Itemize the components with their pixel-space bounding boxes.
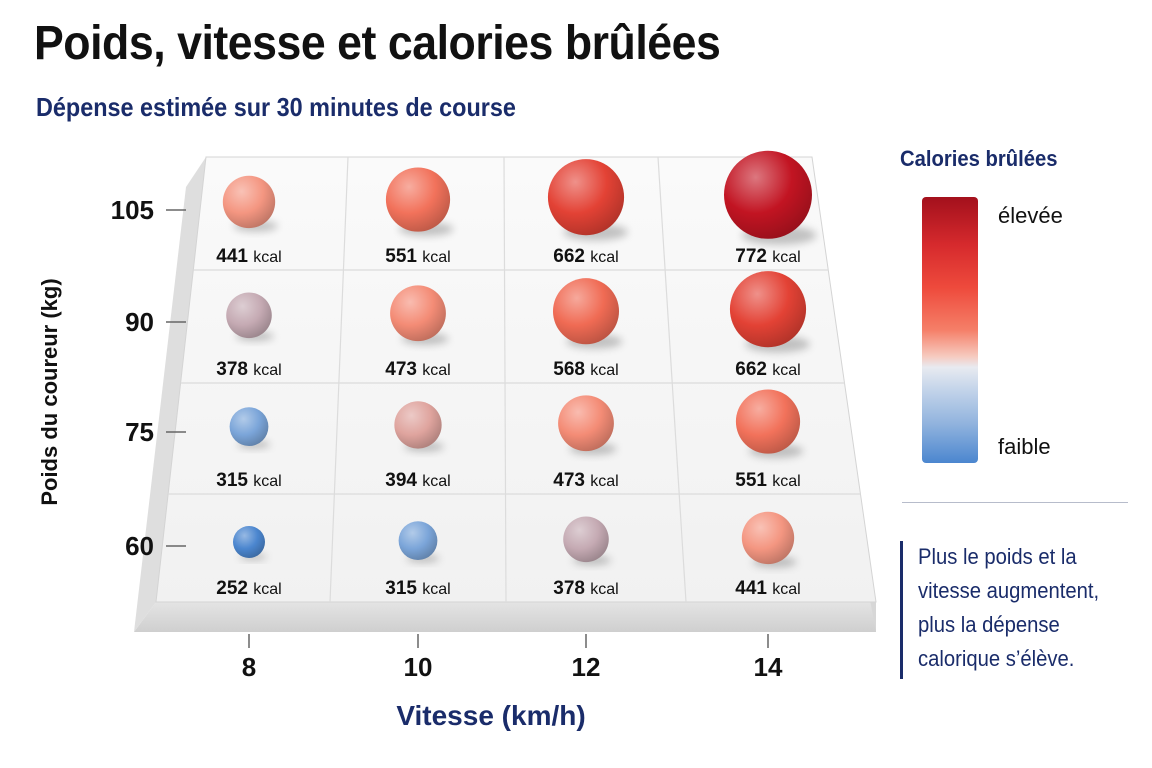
bubble xyxy=(229,407,269,447)
bubble-value-label: 568 kcal xyxy=(553,359,618,380)
plate-front-edge xyxy=(134,602,876,632)
y-axis: 105 90 75 60 xyxy=(111,195,186,561)
bubble-value-label: 551 kcal xyxy=(735,470,800,491)
bubble xyxy=(394,401,442,449)
grid-column-line xyxy=(657,156,687,603)
chart-subtitle: Dépense estimée sur 30 minutes de course xyxy=(36,92,516,122)
x-tick-label: 10 xyxy=(404,652,433,682)
bubble xyxy=(398,521,438,561)
bubble xyxy=(547,159,625,236)
bubble xyxy=(226,292,272,339)
plate-top xyxy=(155,156,877,603)
note-accent-bar xyxy=(900,541,903,679)
bubble xyxy=(724,150,812,239)
bubble-value-label: 441 kcal xyxy=(735,578,800,599)
bubble xyxy=(385,167,451,232)
y-tick-label: 60 xyxy=(125,531,154,561)
bubble xyxy=(552,278,620,345)
legend-color-scale xyxy=(922,197,978,463)
note-text: Plus le poids et la vitesse augmentent, … xyxy=(918,544,1100,671)
x-tick-label: 8 xyxy=(242,652,256,682)
x-tick-label: 12 xyxy=(572,652,601,682)
bubble-value-label: 662 kcal xyxy=(553,246,618,267)
bubble-value-label: 662 kcal xyxy=(735,359,800,380)
bubble-value-label: 378 kcal xyxy=(553,578,618,599)
bubble xyxy=(222,175,276,229)
y-tick-label: 105 xyxy=(111,195,154,225)
bubble xyxy=(563,516,609,563)
bubble-value-label: 772 kcal xyxy=(735,246,800,267)
bubbles: 441 kcal 551 kcal 662 kcal 772 kcal 378 kcal… xyxy=(216,150,817,599)
bubble xyxy=(558,395,614,452)
bubble-value-label: 252 kcal xyxy=(216,578,281,599)
plate-side-edge xyxy=(134,157,206,632)
bubble xyxy=(390,285,446,342)
bubble-value-label: 441 kcal xyxy=(216,246,281,267)
bubble-value-label: 315 kcal xyxy=(385,578,450,599)
bubble xyxy=(729,271,807,348)
bubble-value-label: 378 kcal xyxy=(216,359,281,380)
grid-column-line xyxy=(329,156,349,603)
legend-title: Calories brûlées xyxy=(900,146,1058,171)
x-axis: 8 10 12 14 xyxy=(242,634,783,682)
legend-high-label: élevée xyxy=(998,203,1063,228)
bubble xyxy=(735,389,801,454)
bubble-value-label: 473 kcal xyxy=(553,470,618,491)
y-tick-label: 90 xyxy=(125,307,154,337)
y-tick-label: 75 xyxy=(125,417,154,447)
bubble xyxy=(741,511,795,565)
grid-column-line xyxy=(503,156,507,603)
x-axis-label: Vitesse (km/h) xyxy=(396,700,585,731)
grid-lines xyxy=(168,156,861,603)
bubble xyxy=(233,526,265,558)
y-axis-label: Poids du coureur (kg) xyxy=(37,278,62,505)
bubble-value-label: 473 kcal xyxy=(385,359,450,380)
legend-low-label: faible xyxy=(998,434,1051,459)
x-tick-label: 14 xyxy=(754,652,783,682)
bubble-value-label: 394 kcal xyxy=(385,470,450,491)
chart-title: Poids, vitesse et calories brûlées xyxy=(34,17,721,70)
bubble-value-label: 551 kcal xyxy=(385,246,450,267)
bubble-value-label: 315 kcal xyxy=(216,470,281,491)
divider xyxy=(902,502,1128,503)
